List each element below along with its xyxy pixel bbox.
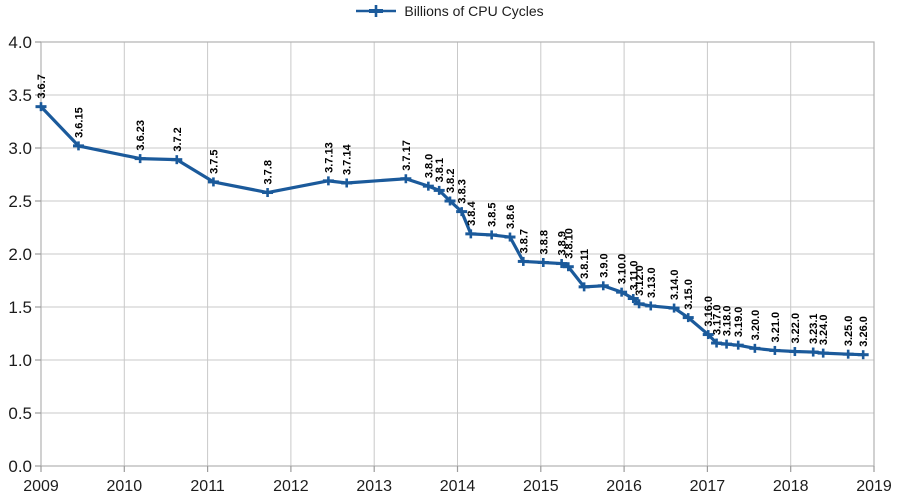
data-point-label: 3.8.9 [557, 231, 569, 255]
y-axis-tick-label: 4.0 [8, 33, 32, 52]
data-point-label: 3.16.0 [703, 296, 715, 327]
x-axis-tick-label: 2019 [856, 478, 892, 495]
x-axis-tick-label: 2012 [273, 478, 309, 495]
x-axis-tick-label: 2010 [107, 478, 143, 495]
data-point-label: 3.21.0 [770, 312, 782, 343]
data-point-label: 3.8.0 [423, 154, 435, 178]
data-point-label: 3.8.10 [563, 228, 575, 259]
data-point-label: 3.19.0 [733, 307, 745, 338]
data-point-label: 3.15.0 [683, 279, 695, 310]
data-point-label: 3.18.0 [722, 306, 734, 337]
y-axis-tick-label: 1.5 [8, 298, 32, 317]
data-point-label: 3.11.0 [628, 261, 640, 291]
data-point-label: 3.8.2 [445, 169, 457, 193]
data-point-label: 3.8.6 [505, 205, 517, 229]
data-point-label: 3.17.0 [712, 304, 724, 335]
data-point-label: 3.8.3 [457, 179, 469, 203]
y-axis-tick-label: 0.0 [8, 457, 32, 476]
y-axis-tick-label: 2.0 [8, 245, 32, 264]
data-point-label: 3.26.0 [858, 316, 870, 347]
y-axis-tick-label: 3.0 [8, 139, 32, 158]
data-point-label: 3.24.0 [818, 315, 830, 346]
x-axis-tick-label: 2017 [690, 478, 726, 495]
data-point-label: 3.7.13 [323, 142, 335, 173]
data-point-label: 3.25.0 [843, 316, 855, 347]
data-point-label: 3.12.0 [634, 265, 646, 296]
y-axis-tick-label: 1.0 [8, 351, 32, 370]
data-point-label: 3.7.14 [342, 144, 354, 175]
data-point-label: 3.8.8 [538, 230, 550, 254]
data-point-label: 3.14.0 [669, 269, 681, 300]
x-axis-tick-label: 2009 [23, 478, 59, 495]
data-point-label: 3.20.0 [750, 310, 762, 341]
y-axis-tick-label: 2.5 [8, 192, 32, 211]
data-point-label: 3.8.4 [466, 201, 478, 226]
y-axis-tick-label: 3.5 [8, 86, 32, 105]
x-axis-tick-label: 2013 [356, 478, 392, 495]
data-point-label: 3.8.5 [487, 202, 499, 226]
x-axis-tick-label: 2014 [440, 478, 476, 495]
data-point-label: 3.7.8 [263, 160, 275, 184]
data-point-label: 3.6.15 [73, 107, 85, 138]
data-point-label: 3.7.17 [401, 140, 413, 171]
data-point-label: 3.6.7 [36, 74, 48, 98]
data-point-label: 3.9.0 [598, 253, 610, 277]
data-point-label: 3.7.2 [172, 127, 184, 151]
data-point-label: 3.8.1 [434, 158, 446, 182]
data-point-label: 3.8.11 [579, 249, 591, 279]
x-axis-tick-label: 2015 [523, 478, 559, 495]
y-axis-tick-label: 0.5 [8, 404, 32, 423]
x-axis-tick-label: 2016 [606, 478, 642, 495]
x-axis-tick-label: 2018 [773, 478, 809, 495]
data-point-label: 3.6.23 [135, 120, 147, 151]
data-point-label: 3.23.1 [808, 313, 820, 344]
data-point-label: 3.22.0 [790, 313, 802, 344]
x-axis-tick-label: 2011 [190, 478, 225, 495]
data-point-label: 3.13.0 [646, 267, 658, 298]
data-point-label: 3.7.5 [208, 149, 220, 173]
data-point-label: 3.8.7 [518, 229, 530, 253]
data-point-label: 3.10.0 [617, 254, 629, 285]
